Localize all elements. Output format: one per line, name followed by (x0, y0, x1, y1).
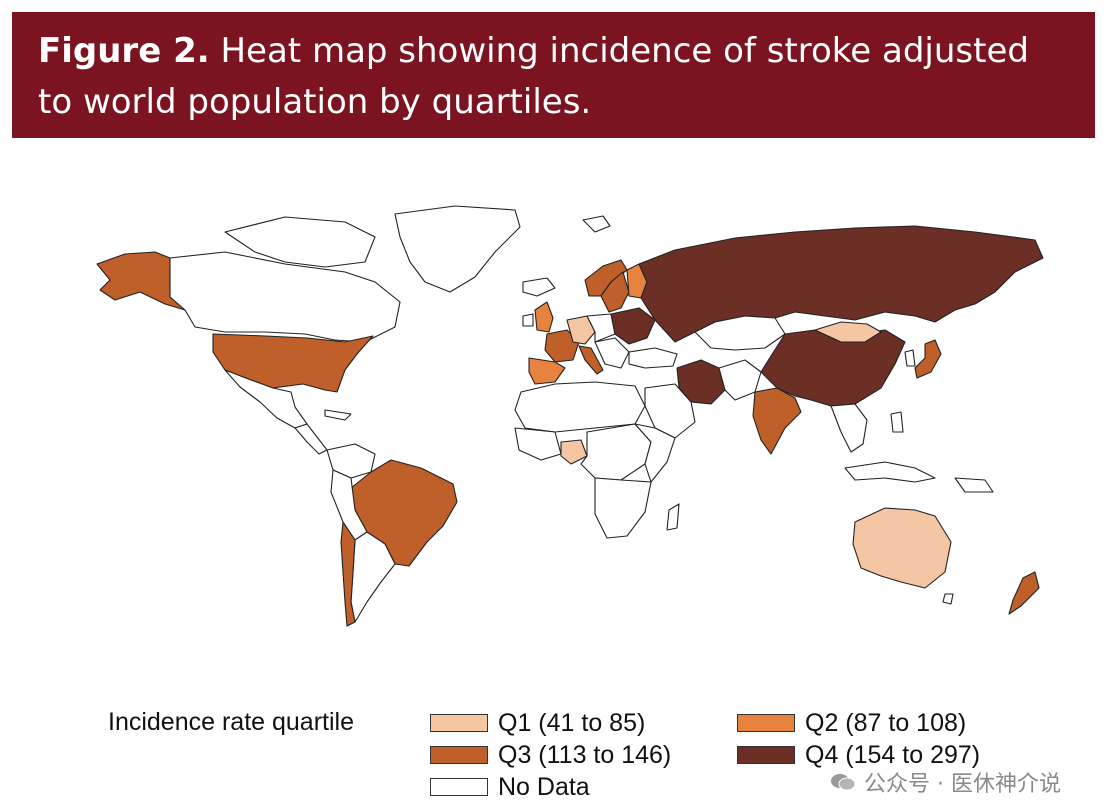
canada[interactable] (169, 251, 401, 343)
legend-swatch-nodata (430, 778, 488, 796)
east-africa[interactable] (634, 423, 676, 483)
legend-item-q2: Q2 (87 to 108) (737, 708, 966, 738)
cuba[interactable] (324, 409, 352, 421)
world-map (55, 192, 1055, 652)
tasmania[interactable] (942, 593, 954, 605)
new-zealand[interactable] (1008, 571, 1040, 615)
watermark: 公众号 · 医休神介说 (830, 766, 1061, 798)
france[interactable] (544, 329, 580, 363)
turkey[interactable] (628, 347, 678, 369)
figure-banner: Figure 2. Heat map showing incidence of … (12, 12, 1095, 138)
italy[interactable] (578, 345, 604, 375)
west-africa[interactable] (514, 427, 562, 461)
legend-item-nodata: No Data (430, 772, 590, 802)
poland-central-europe[interactable] (586, 313, 616, 343)
ukraine-belarus[interactable] (610, 307, 656, 345)
madagascar[interactable] (666, 503, 680, 531)
legend-label-q4: Q4 (154 to 297) (805, 740, 981, 769)
chile[interactable] (340, 521, 356, 627)
legend-label-q1: Q1 (41 to 85) (498, 708, 646, 737)
legend-item-q3: Q3 (113 to 146) (430, 740, 671, 770)
legend-label-q3: Q3 (113 to 146) (498, 740, 672, 769)
united-kingdom[interactable] (534, 301, 554, 333)
korea[interactable] (904, 349, 916, 367)
japan[interactable] (914, 339, 942, 379)
legend-label-nodata: No Data (498, 772, 590, 801)
southeast-asia[interactable] (830, 403, 868, 453)
legend-swatch-q3 (430, 746, 488, 764)
india[interactable] (752, 387, 802, 455)
legend-swatch-q4 (737, 746, 795, 764)
figure-title-line1: Figure 2. Heat map showing incidence of … (38, 26, 1069, 77)
indonesia[interactable] (844, 461, 936, 483)
svalbard[interactable] (582, 215, 611, 233)
canada-arctic-islands[interactable] (224, 216, 376, 268)
figure-label: Figure 2. (38, 31, 210, 71)
southern-africa[interactable] (594, 477, 652, 539)
spain[interactable] (528, 357, 566, 385)
russia[interactable] (638, 225, 1044, 343)
wechat-icon (831, 774, 856, 791)
australia[interactable] (852, 507, 952, 589)
philippines[interactable] (890, 411, 904, 433)
central-africa[interactable] (580, 423, 652, 481)
north-africa[interactable] (514, 381, 646, 433)
central-america[interactable] (294, 423, 328, 455)
mongolia[interactable] (814, 321, 882, 343)
legend-swatch-q1 (430, 714, 488, 732)
ireland[interactable] (522, 313, 534, 327)
iceland[interactable] (522, 277, 556, 297)
saudi-arabia[interactable] (644, 383, 696, 439)
alaska[interactable] (96, 251, 186, 311)
greenland[interactable] (394, 205, 521, 293)
legend-label-q2: Q2 (87 to 108) (805, 708, 967, 737)
world-map-svg (96, 205, 1044, 627)
balkans[interactable] (594, 337, 630, 369)
watermark-text: 公众号 · 医休神介说 (864, 772, 1061, 797)
legend-swatch-q2 (737, 714, 795, 732)
papua-new-guinea[interactable] (954, 477, 994, 493)
figure-title: Heat map showing incidence of stroke adj… (220, 31, 1029, 71)
germany[interactable] (566, 315, 596, 345)
nigeria[interactable] (560, 439, 588, 465)
figure-title-line2: to world population by quartiles. (38, 82, 592, 122)
legend-title: Incidence rate quartile (108, 708, 354, 736)
legend-item-q1: Q1 (41 to 85) (430, 708, 645, 738)
legend-item-q4: Q4 (154 to 297) (737, 740, 980, 770)
